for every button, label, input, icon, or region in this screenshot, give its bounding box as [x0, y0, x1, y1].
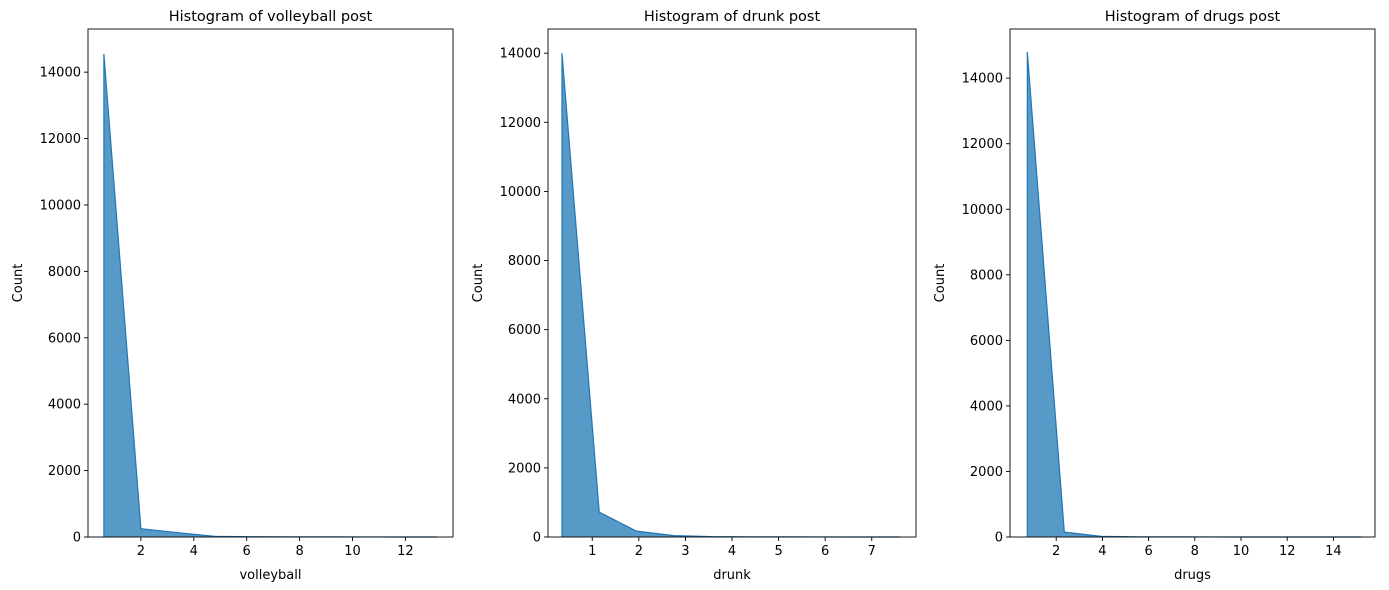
x-tick-label: 10 [344, 544, 361, 559]
histogram-outline [103, 53, 438, 538]
x-tick-label: 8 [1191, 544, 1199, 559]
y-axis-label: Count [471, 264, 486, 303]
x-tick-label: 6 [1144, 544, 1152, 559]
y-tick-label: 4000 [970, 399, 1003, 414]
x-tick-label: 2 [137, 544, 145, 559]
y-tick-label: 0 [73, 531, 81, 546]
x-tick-label: 2 [1052, 544, 1060, 559]
subplot-1: 2 4 6 8 10 12 0 2000 4000 6000 8000 10000 12000 14000… [11, 9, 454, 583]
x-tick-label: 10 [1233, 544, 1250, 559]
y-tick-label: 10000 [500, 185, 541, 200]
y-tick-label: 2000 [970, 465, 1003, 480]
histogram-area [103, 53, 438, 537]
y-tick-label: 12000 [962, 137, 1003, 152]
x-axis-label: drunk [713, 568, 751, 583]
axes-frame [87, 28, 454, 538]
y-tick-label: 2000 [48, 464, 81, 479]
subplot-3: 2 4 6 8 10 12 14 0 2000 4000 6000 8000 10000 12000 140… [933, 9, 1376, 583]
y-tick-label: 12000 [500, 116, 541, 131]
x-tick-label: 3 [681, 544, 689, 559]
x-tick-label: 4 [190, 544, 198, 559]
y-tick-label: 8000 [48, 265, 81, 280]
x-tick-label: 4 [1098, 544, 1106, 559]
y-tick-label: 2000 [508, 461, 541, 476]
y-tick-label: 12000 [40, 132, 81, 147]
x-tick-label: 6 [821, 544, 829, 559]
histogram-area [561, 53, 900, 537]
x-tick-label: 1 [588, 544, 596, 559]
y-tick-label: 14000 [500, 47, 541, 62]
x-axis-label: drugs [1174, 568, 1211, 583]
y-tick-label: 6000 [970, 334, 1003, 349]
y-tick-label: 8000 [970, 268, 1003, 283]
y-tick-label: 0 [995, 531, 1003, 546]
x-axis-label: volleyball [239, 568, 301, 583]
x-tick-label: 2 [635, 544, 643, 559]
y-tick-label: 4000 [508, 392, 541, 407]
histogram-area [1027, 51, 1362, 538]
x-tick-label: 14 [1325, 544, 1342, 559]
subplot-2: 1 2 3 4 5 6 7 0 2000 4000 6000 8000 10000 12000 14000 H… [471, 9, 917, 583]
chart-title: Histogram of drunk post [644, 9, 821, 25]
y-tick-label: 14000 [40, 66, 81, 81]
y-tick-label: 10000 [962, 203, 1003, 218]
chart-title: Histogram of volleyball post [169, 9, 373, 25]
axes-frame [547, 28, 917, 538]
y-tick-label: 4000 [48, 398, 81, 413]
x-tick-label: 6 [243, 544, 251, 559]
y-tick-label: 8000 [508, 254, 541, 269]
x-tick-label: 4 [728, 544, 736, 559]
y-axis-label: Count [11, 264, 26, 303]
y-axis-label: Count [933, 264, 948, 303]
x-tick-label: 5 [774, 544, 782, 559]
y-tick-label: 14000 [962, 72, 1003, 87]
y-tick-label: 6000 [508, 323, 541, 338]
x-tick-label: 12 [1279, 544, 1296, 559]
axes-frame [1009, 28, 1376, 538]
x-tick-label: 8 [295, 544, 303, 559]
y-tick-label: 10000 [40, 198, 81, 213]
x-tick-label: 12 [397, 544, 414, 559]
x-tick-label: 7 [868, 544, 876, 559]
chart-title: Histogram of drugs post [1105, 9, 1281, 25]
y-tick-label: 6000 [48, 331, 81, 346]
histogram-outline [1026, 51, 1362, 538]
histogram-outline [561, 53, 900, 538]
y-tick-label: 0 [533, 531, 541, 546]
